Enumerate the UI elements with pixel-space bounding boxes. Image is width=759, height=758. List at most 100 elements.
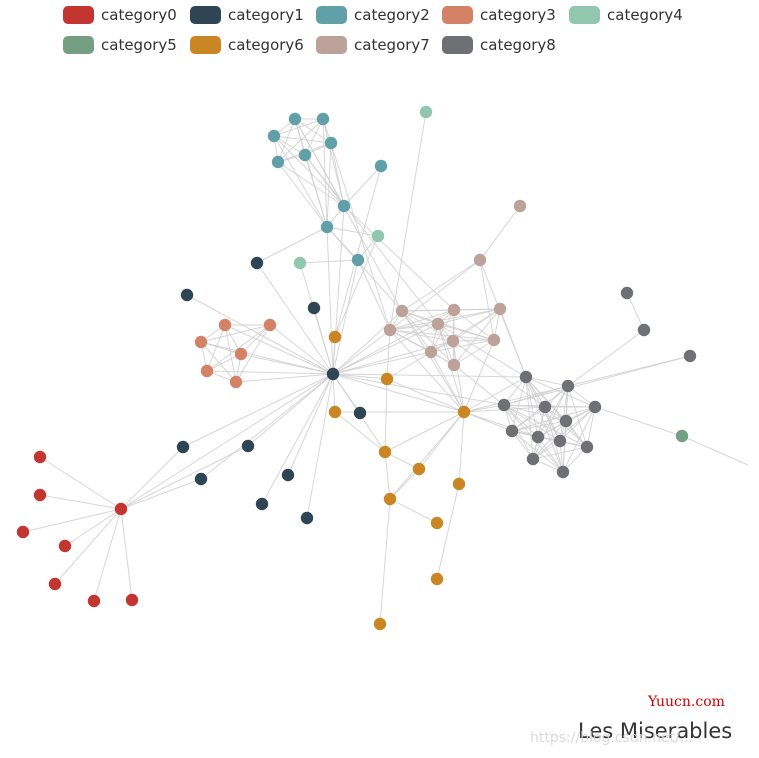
watermark-brand: Yuucn.com [648, 694, 725, 710]
graph-node-category7[interactable] [383, 323, 397, 337]
graph-node-category8[interactable] [561, 379, 575, 393]
graph-node-category2[interactable] [316, 112, 330, 126]
graph-node-category2[interactable] [298, 148, 312, 162]
graph-node-category1[interactable] [281, 468, 295, 482]
legend-item-category5[interactable]: category5 [63, 34, 177, 56]
graph-node-category8[interactable] [620, 286, 634, 300]
graph-node-category8[interactable] [526, 452, 540, 466]
graph-node-category2[interactable] [267, 129, 281, 143]
graph-node-category6[interactable] [383, 492, 397, 506]
graph-node-category3[interactable] [234, 347, 248, 361]
graph-node-category1[interactable] [194, 472, 208, 486]
graph-node-category0[interactable] [87, 594, 101, 608]
graph-node-category0[interactable] [48, 577, 62, 591]
graph-node-category7[interactable] [446, 334, 460, 348]
graph-node-category1[interactable] [353, 406, 367, 420]
graph-node-category2[interactable] [288, 112, 302, 126]
legend-swatch [316, 36, 347, 54]
legend-item-category2[interactable]: category2 [316, 4, 430, 26]
graph-node-category3[interactable] [263, 318, 277, 332]
graph-node-category8[interactable] [559, 414, 573, 428]
graph-node-category8[interactable] [553, 434, 567, 448]
graph-node-category1[interactable] [250, 256, 264, 270]
graph-node-category8[interactable] [531, 430, 545, 444]
graph-edge [401, 310, 455, 366]
graph-node-category6[interactable] [412, 462, 426, 476]
graph-node-category3[interactable] [200, 364, 214, 378]
graph-node-category2[interactable] [324, 136, 338, 150]
graph-node-category7[interactable] [473, 253, 487, 267]
graph-node-category8[interactable] [538, 400, 552, 414]
legend-item-category3[interactable]: category3 [442, 4, 556, 26]
graph-edge [182, 373, 334, 448]
graph-node-category7[interactable] [447, 303, 461, 317]
graph-node-category8[interactable] [519, 370, 533, 384]
graph-node-category8[interactable] [637, 323, 651, 337]
graph-node-category7[interactable] [431, 317, 445, 331]
graph-node-category8[interactable] [556, 465, 570, 479]
graph-edge [594, 406, 683, 437]
graph-node-category6[interactable] [452, 477, 466, 491]
graph-node-category1[interactable] [180, 288, 194, 302]
graph-node-category7[interactable] [513, 199, 527, 213]
graph-node-category2[interactable] [351, 253, 365, 267]
graph-node-category1[interactable] [326, 367, 340, 381]
graph-node-category1[interactable] [307, 301, 321, 315]
graph-node-category3[interactable] [218, 318, 232, 332]
graph-node-category8[interactable] [683, 349, 697, 363]
graph-node-category7[interactable] [424, 345, 438, 359]
graph-node-category6[interactable] [373, 617, 387, 631]
graph-node-category0[interactable] [16, 525, 30, 539]
graph-node-category7[interactable] [487, 333, 501, 347]
graph-edge [261, 373, 334, 505]
graph-node-category6[interactable] [380, 372, 394, 386]
graph-node-category6[interactable] [328, 405, 342, 419]
graph-node-category8[interactable] [497, 398, 511, 412]
graph-node-category4[interactable] [419, 105, 433, 119]
graph-edge [334, 411, 386, 453]
graph-node-category6[interactable] [378, 445, 392, 459]
graph-node-category1[interactable] [255, 497, 269, 511]
graph-node-category4[interactable] [371, 229, 385, 243]
graph-node-category6[interactable] [328, 330, 342, 344]
legend-item-category4[interactable]: category4 [569, 4, 683, 26]
graph-edge [511, 406, 596, 432]
graph-node-category1[interactable] [241, 439, 255, 453]
graph-node-category7[interactable] [493, 302, 507, 316]
graph-node-category8[interactable] [580, 440, 594, 454]
graph-node-category0[interactable] [125, 593, 139, 607]
graph-node-category0[interactable] [114, 502, 128, 516]
graph-node-category7[interactable] [447, 358, 461, 372]
graph-node-category0[interactable] [58, 539, 72, 553]
graph-edge [430, 308, 501, 353]
graph-node-category7[interactable] [395, 304, 409, 318]
legend-item-category7[interactable]: category7 [316, 34, 430, 56]
graph-node-category1[interactable] [176, 440, 190, 454]
graph-node-category2[interactable] [337, 199, 351, 213]
graph-node-category1[interactable] [300, 511, 314, 525]
graph-node-category3[interactable] [229, 375, 243, 389]
graph-node-category0[interactable] [33, 488, 47, 502]
graph-node-category6[interactable] [457, 405, 471, 419]
legend-item-category8[interactable]: category8 [442, 34, 556, 56]
graph-node-category2[interactable] [320, 220, 334, 234]
graph-node-category0[interactable] [33, 450, 47, 464]
graph-edge [287, 373, 334, 476]
graph-node-category4[interactable] [293, 256, 307, 270]
legend-item-category6[interactable]: category6 [190, 34, 304, 56]
graph-edge [269, 324, 334, 375]
graph-edge [273, 118, 324, 137]
legend-item-category1[interactable]: category1 [190, 4, 304, 26]
graph-node-category8[interactable] [505, 424, 519, 438]
graph-node-category5[interactable] [675, 429, 689, 443]
graph-edge [401, 259, 481, 312]
graph-node-category8[interactable] [588, 400, 602, 414]
graph-node-category2[interactable] [271, 155, 285, 169]
graph-node-category2[interactable] [374, 159, 388, 173]
graph-edge [39, 494, 122, 510]
graph-node-category3[interactable] [194, 335, 208, 349]
graph-node-category6[interactable] [430, 572, 444, 586]
graph-edge [273, 135, 332, 144]
legend-item-category0[interactable]: category0 [63, 4, 177, 26]
graph-node-category6[interactable] [430, 516, 444, 530]
